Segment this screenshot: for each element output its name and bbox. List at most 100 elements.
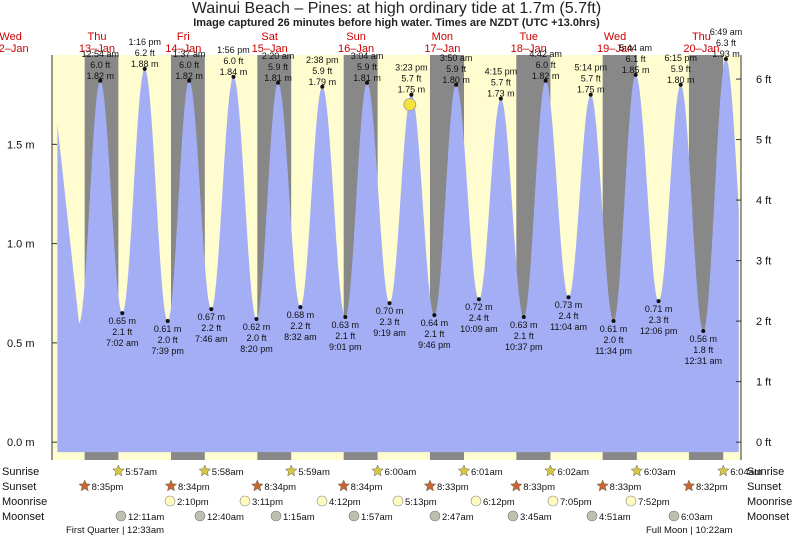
tide-time-label: 3:50 am [440,53,473,63]
right-axis-tick-label: 6 ft [756,74,771,86]
tide-feet-label: 2.1 ft [424,329,445,339]
tide-feet-label: 6.2 ft [135,48,156,58]
tide-metre-label: 1.75 m [577,85,605,95]
sunrise-time: 5:57am [125,467,157,478]
day-name: Tue [519,31,538,43]
tide-feet-label: 2.1 ft [112,327,133,337]
sunrise-icon [457,464,471,477]
tide-metre-label: 1.88 m [131,59,159,69]
moonrise-icon [239,495,251,507]
sunset-icon [509,479,523,492]
tide-time-label: 11:34 pm [595,346,632,356]
tide-point [276,80,281,85]
tide-time-label: 3:04 am [351,51,384,61]
moonrise-row-label-left: Moonrise [2,496,47,508]
moonset-row-label-right: Moonset [747,511,789,523]
tide-time-label: 1:16 pm [128,37,161,47]
tide-metre-label: 1.82 m [86,71,114,81]
first-quarter-note: First Quarter | 12:33am [66,525,164,536]
tide-feet-label: 2.4 ft [469,313,490,323]
tide-feet-label: 6.3 ft [716,38,737,48]
sunrise-icon [198,464,212,477]
tide-time-label: 2:20 am [262,51,295,61]
tide-point [409,92,414,97]
right-axis-tick-label: 2 ft [756,316,771,328]
moonset-icon [270,510,282,522]
tide-time-label: 12:31 am [685,356,723,366]
tide-feet-label: 5.9 ft [671,64,692,74]
chart-title: Wainui Beach – Pines: at high ordinary t… [191,0,602,17]
day-date: 17–Jan [424,43,460,55]
moonset-time: 1:15am [283,512,315,523]
tide-point [588,92,593,97]
tide-time-label: 10:37 pm [505,342,543,352]
tide-time-label: 6:15 pm [664,53,697,63]
tide-time-label: 7:02 am [106,338,139,348]
sunset-time: 8:34pm [178,482,210,493]
tide-feet-label: 5.7 ft [581,74,602,84]
tide-time-label: 9:19 am [373,328,406,338]
full-moon-note: Full Moon | 10:22am [646,525,733,536]
tide-point [298,305,303,310]
tide-time-label: 12:54 am [81,49,119,59]
moonset-icon [429,510,441,522]
right-axis-tick-label: 4 ft [756,195,771,207]
sunset-time: 8:34pm [351,482,383,493]
tide-feet-label: 5.7 ft [491,78,512,88]
moonset-time: 4:51am [599,512,631,523]
sunset-time: 8:35pm [92,482,124,493]
tide-point [387,301,392,306]
right-axis-tick-label: 1 ft [756,377,771,389]
moonset-time: 12:40am [207,512,244,523]
sunset-time: 8:34pm [264,482,296,493]
day-date: 14–Jan [165,43,201,55]
chart-subtitle: Image captured 26 minutes before high wa… [193,17,600,29]
tide-feet-label: 5.9 ft [312,66,333,76]
tide-point [343,315,348,320]
tide-feet-label: 6.0 ft [179,60,200,70]
day-date: 12–Jan [0,43,29,55]
sunset-row-label-left: Sunset [2,481,36,493]
tide-metre-label: 1.80 m [442,75,470,85]
tide-feet-label: 2.0 ft [158,335,179,345]
day-name: Sat [261,31,278,43]
sunrise-time: 5:59am [298,467,330,478]
left-axis-tick-label: 0.0 m [7,437,35,449]
tide-metre-label: 0.68 m [287,310,315,320]
tide-point [320,84,325,89]
sunset-icon [78,479,92,492]
tide-point [120,311,125,316]
sunrise-time: 6:02am [557,467,589,478]
tide-feet-label: 2.2 ft [290,321,311,331]
tide-metre-label: 1.73 m [487,89,515,99]
tide-feet-label: 6.1 ft [626,54,647,64]
sunrise-icon [371,464,384,477]
sunset-time: 8:33pm [610,482,642,493]
tide-feet-label: 5.9 ft [357,62,378,72]
moonrise-time: 7:05pm [560,497,592,508]
tide-time-label: 12:06 pm [640,326,678,336]
tide-metre-label: 0.71 m [645,304,673,314]
tide-time-label: 4:15 pm [485,67,518,77]
tide-metre-label: 0.67 m [198,312,226,322]
tide-time-label: 8:20 pm [240,344,273,354]
tide-point [432,313,437,318]
moonrise-time: 2:10pm [177,497,209,508]
tide-feet-label: 2.0 ft [604,335,625,345]
tide-feet-label: 2.1 ft [514,331,535,341]
tide-area [57,59,739,453]
tide-time-label: 8:32 am [284,332,317,342]
day-date: 15–Jan [252,43,288,55]
tide-time-label: 4:42 am [529,49,562,59]
tide-metre-label: 1.75 m [398,85,426,95]
tide-metre-label: 0.63 m [332,320,360,330]
tide-point [566,295,571,300]
tide-time-label: 6:49 am [710,27,743,37]
day-name: Thu [692,31,711,43]
left-axis-tick-label: 1.0 m [7,239,35,251]
day-date: 16–Jan [338,43,374,55]
tide-time-label: 1:56 pm [217,45,250,55]
tide-time-label: 1:37 am [173,49,206,59]
sunrise-icon [544,464,557,477]
moonset-time: 12:11am [128,512,164,523]
